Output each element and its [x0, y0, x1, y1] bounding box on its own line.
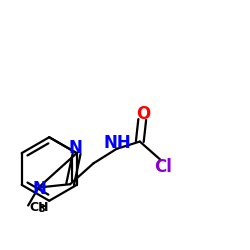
Text: O: O: [136, 105, 150, 123]
Text: N: N: [32, 180, 46, 198]
Text: 3: 3: [39, 204, 46, 214]
Text: NH: NH: [103, 134, 131, 152]
Text: N: N: [68, 139, 82, 157]
Text: Cl: Cl: [154, 158, 172, 176]
Text: CH: CH: [29, 201, 48, 214]
